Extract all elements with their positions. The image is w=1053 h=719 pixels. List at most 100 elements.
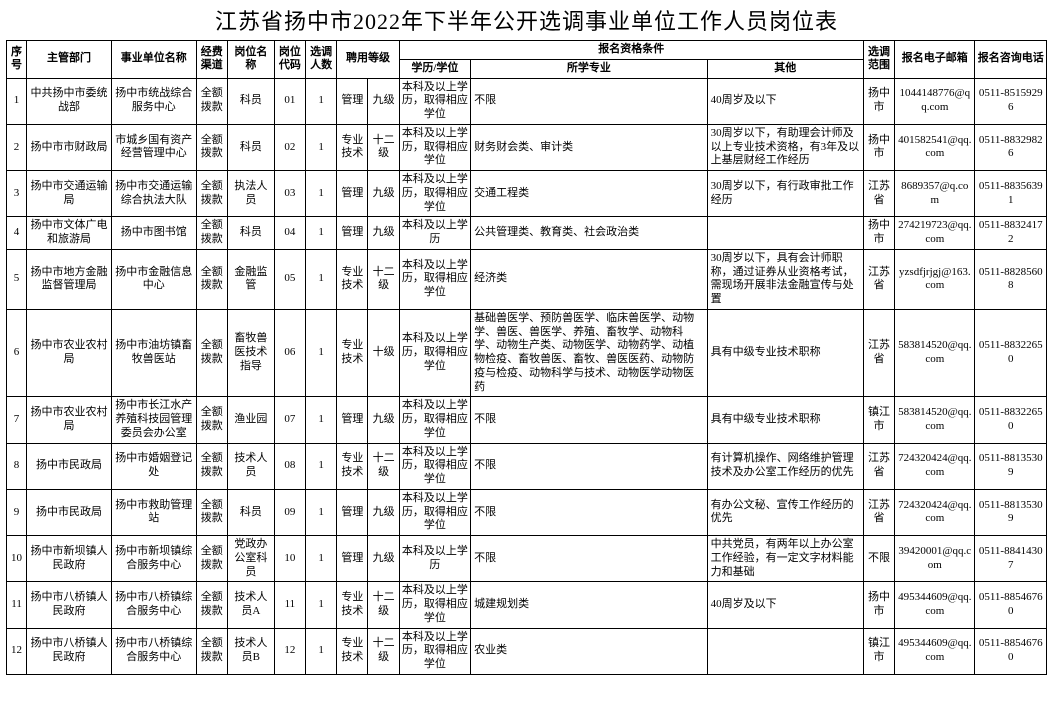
cell-major: 交通工程类	[471, 171, 708, 217]
cell-code: 01	[274, 78, 305, 124]
th-num: 选调人数	[306, 41, 337, 79]
cell-tel: 0511-88135309	[975, 443, 1047, 489]
cell-email: 724320424@qq.com	[895, 443, 975, 489]
cell-type: 专业技术	[337, 249, 368, 309]
cell-scope: 扬中市	[863, 124, 894, 170]
cell-lvl: 十级	[368, 309, 399, 397]
cell-lvl: 十二级	[368, 249, 399, 309]
th-major: 所学专业	[471, 59, 708, 78]
cell-unit: 扬中市救助管理站	[111, 489, 196, 535]
cell-code: 05	[274, 249, 305, 309]
cell-lvl: 九级	[368, 171, 399, 217]
cell-email: 401582541@qq.com	[895, 124, 975, 170]
cell-lvl: 九级	[368, 536, 399, 582]
cell-idx: 2	[7, 124, 27, 170]
cell-idx: 11	[7, 582, 27, 628]
cell-major: 经济类	[471, 249, 708, 309]
cell-other: 30周岁以下，具有会计师职称，通过证券从业资格考试，需现场开展非法金融宣传与处置	[707, 249, 863, 309]
table-body: 1中共扬中市委统战部扬中市统战综合服务中心全额拨款科员011管理九级本科及以上学…	[7, 78, 1047, 674]
cell-idx: 1	[7, 78, 27, 124]
cell-idx: 10	[7, 536, 27, 582]
cell-lvl: 九级	[368, 217, 399, 250]
cell-dept: 扬中市文体广电和旅游局	[27, 217, 112, 250]
table-row: 11扬中市八桥镇人民政府扬中市八桥镇综合服务中心全额拨款技术人员A111专业技术…	[7, 582, 1047, 628]
cell-fund: 全额拨款	[196, 78, 227, 124]
cell-unit: 扬中市交通运输综合执法大队	[111, 171, 196, 217]
cell-fund: 全额拨款	[196, 249, 227, 309]
cell-edu: 本科及以上学历，取得相应学位	[399, 397, 470, 443]
cell-major: 公共管理类、教育类、社会政治类	[471, 217, 708, 250]
table-row: 4扬中市文体广电和旅游局扬中市图书馆全额拨款科员041管理九级本科及以上学历公共…	[7, 217, 1047, 250]
cell-edu: 本科及以上学历，取得相应学位	[399, 443, 470, 489]
cell-num: 1	[306, 397, 337, 443]
cell-post: 科员	[227, 78, 274, 124]
table-row: 3扬中市交通运输局扬中市交通运输综合执法大队全额拨款执法人员031管理九级本科及…	[7, 171, 1047, 217]
cell-type: 管理	[337, 536, 368, 582]
cell-scope: 镇江市	[863, 628, 894, 674]
cell-tel: 0511-88414307	[975, 536, 1047, 582]
cell-other: 有办公文秘、宣传工作经历的优先	[707, 489, 863, 535]
table-row: 6扬中市农业农村局扬中市油坊镇畜牧兽医站全额拨款畜牧兽医技术指导061专业技术十…	[7, 309, 1047, 397]
th-code: 岗位代码	[274, 41, 305, 79]
cell-num: 1	[306, 171, 337, 217]
cell-num: 1	[306, 309, 337, 397]
cell-edu: 本科及以上学历，取得相应学位	[399, 309, 470, 397]
cell-post: 技术人员	[227, 443, 274, 489]
cell-unit: 扬中市统战综合服务中心	[111, 78, 196, 124]
cell-fund: 全额拨款	[196, 443, 227, 489]
table-row: 7扬中市农业农村局扬中市长江水产养殖科技园管理委员会办公室全额拨款渔业园071管…	[7, 397, 1047, 443]
cell-major: 不限	[471, 78, 708, 124]
cell-scope: 不限	[863, 536, 894, 582]
cell-code: 06	[274, 309, 305, 397]
cell-major: 不限	[471, 489, 708, 535]
cell-edu: 本科及以上学历，取得相应学位	[399, 171, 470, 217]
cell-email: 1044148776@qq.com	[895, 78, 975, 124]
th-edu: 学历/学位	[399, 59, 470, 78]
cell-tel: 0511-88135309	[975, 489, 1047, 535]
cell-email: 724320424@qq.com	[895, 489, 975, 535]
cell-post: 执法人员	[227, 171, 274, 217]
cell-edu: 本科及以上学历	[399, 217, 470, 250]
cell-scope: 扬中市	[863, 78, 894, 124]
cell-type: 管理	[337, 217, 368, 250]
cell-edu: 本科及以上学历，取得相应学位	[399, 489, 470, 535]
cell-fund: 全额拨款	[196, 536, 227, 582]
th-tel: 报名咨询电话	[975, 41, 1047, 79]
cell-tel: 0511-85159296	[975, 78, 1047, 124]
cell-code: 02	[274, 124, 305, 170]
th-dept: 主管部门	[27, 41, 112, 79]
cell-tel: 0511-88356391	[975, 171, 1047, 217]
cell-fund: 全额拨款	[196, 582, 227, 628]
cell-major: 不限	[471, 536, 708, 582]
cell-scope: 江苏省	[863, 309, 894, 397]
cell-type: 管理	[337, 78, 368, 124]
table-row: 1中共扬中市委统战部扬中市统战综合服务中心全额拨款科员011管理九级本科及以上学…	[7, 78, 1047, 124]
cell-dept: 中共扬中市委统战部	[27, 78, 112, 124]
table-row: 5扬中市地方金融监督管理局扬中市金融信息中心全额拨款金融监管051专业技术十二级…	[7, 249, 1047, 309]
cell-fund: 全额拨款	[196, 124, 227, 170]
cell-idx: 3	[7, 171, 27, 217]
cell-other	[707, 628, 863, 674]
cell-lvl: 九级	[368, 397, 399, 443]
cell-idx: 4	[7, 217, 27, 250]
cell-type: 管理	[337, 489, 368, 535]
cell-fund: 全额拨款	[196, 217, 227, 250]
cell-fund: 全额拨款	[196, 628, 227, 674]
table-row: 8扬中市民政局扬中市婚姻登记处全额拨款技术人员081专业技术十二级本科及以上学历…	[7, 443, 1047, 489]
cell-dept: 扬中市农业农村局	[27, 309, 112, 397]
cell-code: 10	[274, 536, 305, 582]
th-fund: 经费渠道	[196, 41, 227, 79]
cell-edu: 本科及以上学历，取得相应学位	[399, 78, 470, 124]
cell-fund: 全额拨款	[196, 489, 227, 535]
cell-fund: 全额拨款	[196, 309, 227, 397]
cell-post: 技术人员A	[227, 582, 274, 628]
page-title: 江苏省扬中市2022年下半年公开选调事业单位工作人员岗位表	[6, 4, 1047, 36]
cell-edu: 本科及以上学历，取得相应学位	[399, 628, 470, 674]
cell-num: 1	[306, 124, 337, 170]
table-row: 9扬中市民政局扬中市救助管理站全额拨款科员091管理九级本科及以上学历，取得相应…	[7, 489, 1047, 535]
cell-email: 495344609@qq.com	[895, 628, 975, 674]
th-type-group: 聘用等级	[337, 41, 399, 79]
cell-unit: 扬中市新坝镇综合服务中心	[111, 536, 196, 582]
cell-dept: 扬中市交通运输局	[27, 171, 112, 217]
cell-scope: 江苏省	[863, 171, 894, 217]
